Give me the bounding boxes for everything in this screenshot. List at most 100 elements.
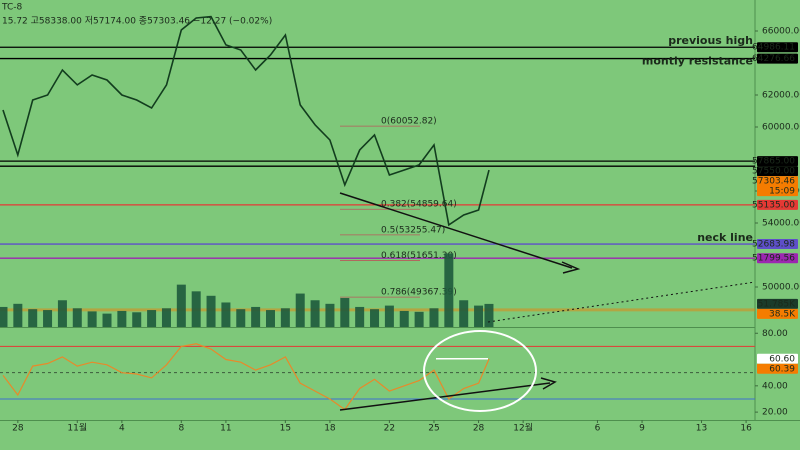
x-tick-label: 9 [639,424,645,434]
axis-label: 64986.11 [752,43,795,53]
axis-label: 57303.46 [752,177,795,187]
fib-label: 0.382(54859.64) [381,200,457,210]
volume-bar [444,253,454,327]
volume-bar [0,306,8,327]
trend-line [339,192,573,269]
x-tick-label: 28 [473,424,485,434]
volume-bar [28,309,38,327]
axis-label-box [757,176,798,197]
annotation: neck line [697,231,753,244]
volume-bar [355,306,365,327]
volume-bar [340,298,350,327]
x-tick-label: 12월 [513,422,533,434]
volume-bar [72,308,82,327]
y-tick-label: 50000.00 [762,283,800,293]
y-tick-label: 60000.00 [762,123,800,133]
axis-label: 51.785K [758,299,796,309]
volume-bar [147,310,157,327]
volume-bar [176,284,186,327]
volume-bar [295,293,305,327]
axis-label: 57865.00 [752,157,795,167]
arrow-head [561,261,581,274]
volume-bar [429,308,439,327]
axis-label-box [757,298,798,309]
axis-label-box [757,199,798,210]
y-tick-label: 66000.00 [762,27,800,37]
axis-label: 55135.00 [752,200,795,210]
rsi-line [2,343,490,411]
volume-bar [280,308,290,327]
volume-bar [57,300,67,327]
volume-bar [474,305,484,327]
volume-bar [399,310,409,327]
x-tick-label: 4 [119,424,125,434]
x-tick-label: 15 [280,424,291,434]
volume-bar [87,311,97,327]
axis-label-box [757,353,798,364]
volume-bar [132,312,142,327]
rsi-trend-line [339,382,551,411]
axis-label-box [757,166,798,177]
x-tick-label: 11월 [67,422,87,434]
volume-bar [236,309,246,327]
x-tick-label: 13 [696,424,707,434]
axis-label-box [757,42,798,53]
volume-bar [384,305,394,327]
x-tick-label: 6 [595,424,601,434]
annotation: montly resistance [642,55,753,68]
axis-label-box [757,363,798,374]
x-tick-label: 25 [428,424,439,434]
volume-bar [161,308,171,327]
axis-label-box [757,239,798,250]
quote: 15.72 고58338.00 저57174.00 종57303.46 −12.… [2,16,272,27]
x-tick-label: 22 [384,424,395,434]
axis-label-box [757,156,798,167]
axis-label: 60.39 [769,364,795,374]
axis-label-box [757,53,798,64]
countdown: 15:09 [769,187,795,197]
highlight-circle [423,330,537,412]
plot: 28 11월 4 8 11 15 18 22 25 28 12월 6 9 13 16 66000.00 6200… [0,15,800,434]
volume-bar [414,311,424,327]
volume-bar [117,310,127,327]
annotation: previous high [668,34,753,47]
x-tick-label: 16 [740,424,752,434]
x-tick-label: 28 [12,424,24,434]
volume-bar [206,295,216,327]
volume-bar [191,291,201,327]
volume-bar [484,303,494,327]
fib-label: 0.618(51651.30) [381,251,457,261]
volume-bar [459,300,469,327]
volume-bar [43,310,53,327]
volume-bar [370,309,380,327]
fib-label: 0.5(53255.47) [381,225,445,235]
volume-bar [265,310,275,327]
volume-bar [13,303,23,327]
fib-label: 0(60052.82) [381,117,437,127]
axis-label: 38.5K [769,309,796,319]
header-bar [0,0,755,14]
volume-bar [221,302,231,327]
axis-label: 64276.66 [752,54,795,64]
y-tick-label: 54000.00 [762,219,800,229]
volume-bar [102,313,112,327]
axis-label-box [757,253,798,264]
y-tick-label: 80.00 [762,329,788,339]
x-tick-label: 8 [178,424,184,434]
axis-label: 52683.98 [752,240,795,250]
fib-label: 0.786(49367.39) [381,288,457,298]
x-tick-label: 18 [324,424,336,434]
y-tick-label: 62000.00 [762,91,800,101]
x-tick-label: 11 [220,424,231,434]
volume-bar [325,303,335,327]
axis-label: 51799.56 [752,254,795,264]
axis-label: 57550.00 [752,167,795,177]
y-tick-label: 40.00 [762,381,788,391]
symbol: TC-8 [1,3,23,13]
volume-bar [310,300,320,327]
y-tick-label: 20.00 [762,408,788,418]
volume-bar [251,306,261,327]
